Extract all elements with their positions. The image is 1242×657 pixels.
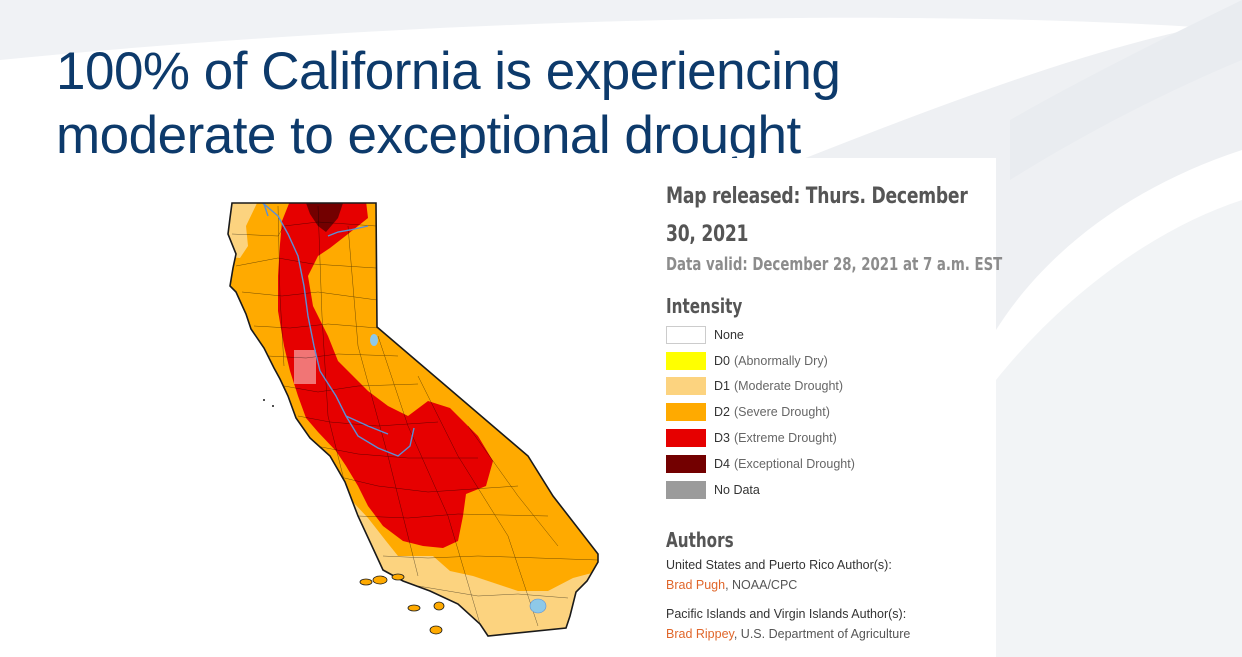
swatch-d1 (666, 377, 706, 396)
legend-code: D3 (714, 431, 730, 446)
author-org: , U.S. Department of Agriculture (733, 627, 911, 641)
salton-sea (529, 598, 547, 614)
d3-region (278, 203, 493, 548)
swatch-d3 (666, 429, 706, 448)
map-released-date: Map released: Thurs. December 30, 2021 (666, 184, 968, 247)
pacific-author-line: Brad Rippey, U.S. Department of Agricult… (666, 624, 910, 644)
county-lines (231, 205, 598, 627)
author-org: , NOAA/CPC (725, 578, 798, 592)
authors-title: Authors (666, 528, 734, 552)
d4-region (306, 203, 343, 232)
legend-item-no-data: No Data (666, 477, 855, 503)
us-authors: United States and Puerto Rico Author(s):… (666, 555, 892, 595)
legend-desc: (Exceptional Drought) (733, 456, 855, 471)
swatch-none (666, 325, 706, 344)
legend-code: None (714, 327, 744, 342)
map-legend: Map released: Thurs. December 30, 2021 D… (666, 178, 1002, 641)
pacific-authors-label: Pacific Islands and Virgin Islands Autho… (666, 607, 907, 621)
author-link-brad-rippey[interactable]: Brad Rippey (666, 627, 734, 641)
legend-item-none: None (666, 322, 855, 348)
legend-desc: (Severe Drought) (733, 405, 830, 420)
rivers (257, 203, 415, 457)
legend-item-d1: D1 (Moderate Drought) (666, 374, 855, 400)
pale-spot (294, 350, 316, 384)
slide-title-line-2: moderate to exceptional drought (56, 106, 801, 165)
swatch-d0 (666, 351, 706, 370)
legend-desc: (Abnormally Dry) (733, 353, 828, 368)
us-author-line: Brad Pugh, NOAA/CPC (666, 575, 892, 595)
swatch-no-data (666, 480, 706, 499)
channel-islands (359, 573, 445, 635)
legend-code: No Data (714, 482, 760, 497)
slide-title-line-1: 100% of California is experiencing (56, 42, 841, 101)
us-authors-label: United States and Puerto Rico Author(s): (666, 558, 892, 572)
legend-desc: (Extreme Drought) (733, 431, 837, 446)
legend-code: D2 (714, 405, 730, 420)
legend-code: D0 (714, 353, 730, 368)
intensity-title: Intensity (666, 294, 743, 318)
intensity-legend: None D0 (Abnormally Dry) D1 (Moderate Dr… (666, 322, 855, 503)
bay-islands (263, 399, 274, 407)
legend-item-d4: D4 (Exceptional Drought) (666, 451, 855, 477)
legend-item-d0: D0 (Abnormally Dry) (666, 348, 855, 374)
data-valid-date: Data valid: December 28, 2021 at 7 a.m. … (666, 254, 1003, 275)
swatch-d2 (666, 403, 706, 422)
legend-code: D1 (714, 379, 730, 394)
lake-tahoe (370, 334, 378, 346)
legend-item-d3: D3 (Extreme Drought) (666, 425, 855, 451)
author-link-brad-pugh[interactable]: Brad Pugh (666, 578, 726, 592)
swatch-d4 (666, 454, 706, 473)
slide-title: 100% of California is experiencing moder… (56, 40, 841, 168)
california-drought-map (227, 202, 599, 637)
legend-item-d2: D2 (Severe Drought) (666, 399, 855, 425)
legend-desc: (Moderate Drought) (733, 379, 844, 394)
pacific-authors: Pacific Islands and Virgin Islands Autho… (666, 604, 910, 644)
legend-code: D4 (714, 456, 730, 471)
